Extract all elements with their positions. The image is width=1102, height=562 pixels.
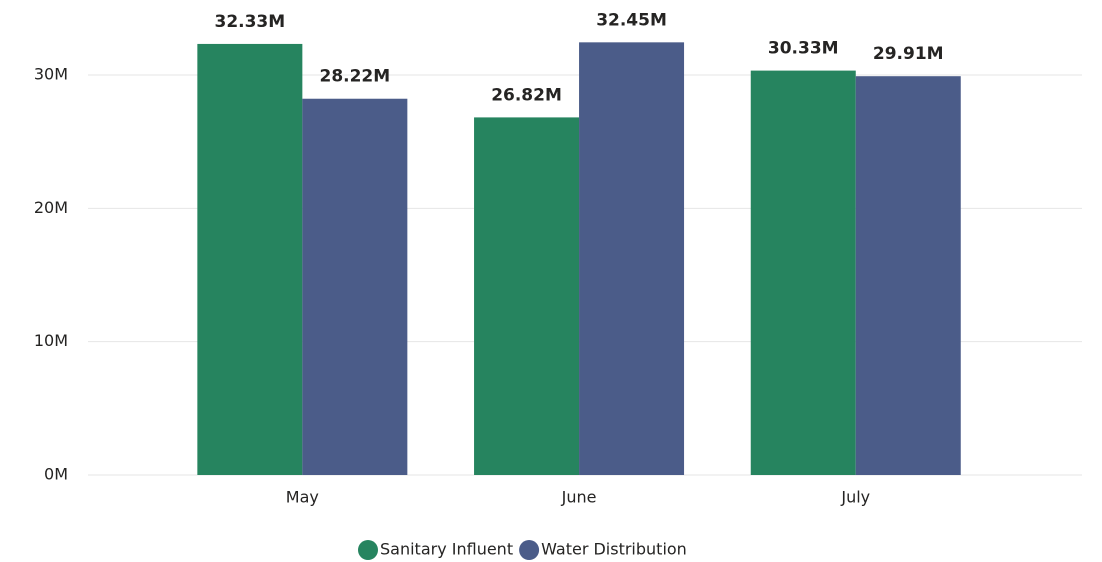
value-label: 32.45M bbox=[596, 10, 667, 30]
value-label: 29.91M bbox=[873, 44, 944, 64]
bar bbox=[750, 70, 856, 475]
legend-label: Water Distribution bbox=[541, 540, 687, 559]
bar bbox=[197, 43, 303, 475]
y-tick-label: 10M bbox=[34, 331, 68, 350]
x-tick-label: June bbox=[561, 488, 597, 507]
bar bbox=[474, 117, 580, 476]
value-label: 28.22M bbox=[319, 67, 390, 87]
legend-label: Sanitary Influent bbox=[380, 540, 513, 559]
bar bbox=[855, 76, 961, 475]
bar bbox=[579, 42, 685, 475]
x-tick-label: May bbox=[286, 488, 319, 507]
value-label: 30.33M bbox=[768, 39, 839, 59]
y-tick-label: 0M bbox=[44, 465, 68, 484]
legend-marker bbox=[358, 540, 378, 560]
y-tick-label: 30M bbox=[34, 65, 68, 84]
value-label: 26.82M bbox=[491, 85, 562, 105]
x-tick-label: July bbox=[840, 488, 870, 507]
bar bbox=[302, 98, 408, 475]
value-label: 32.33M bbox=[214, 12, 285, 32]
y-tick-label: 20M bbox=[34, 198, 68, 217]
legend-marker bbox=[519, 540, 540, 560]
